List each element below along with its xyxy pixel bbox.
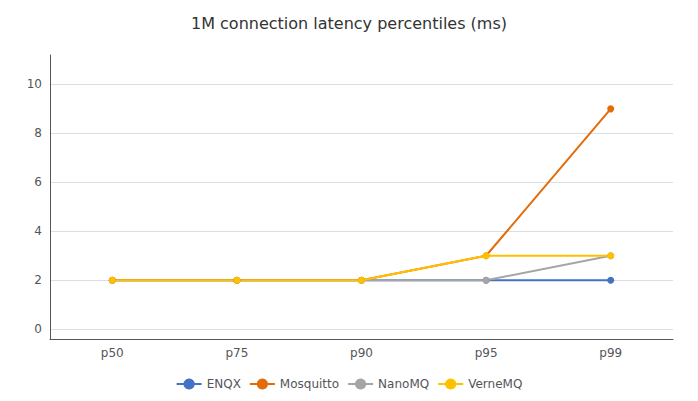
svg-text:1M connection latency percenti: 1M connection latency percentiles (ms) (191, 14, 507, 33)
svg-text:Mosquitto: Mosquitto (280, 377, 339, 391)
svg-text:6: 6 (34, 175, 42, 189)
svg-text:8: 8 (34, 126, 42, 140)
svg-text:p90: p90 (350, 346, 373, 360)
svg-text:p50: p50 (101, 346, 124, 360)
svg-text:2: 2 (34, 273, 42, 287)
svg-text:0: 0 (34, 322, 42, 336)
svg-text:10: 10 (27, 77, 42, 91)
svg-text:p95: p95 (475, 346, 498, 360)
svg-text:p75: p75 (225, 346, 248, 360)
svg-text:VerneMQ: VerneMQ (468, 377, 522, 391)
svg-text:4: 4 (34, 224, 42, 238)
svg-text:p99: p99 (599, 346, 622, 360)
svg-text:ENQX: ENQX (207, 377, 241, 391)
svg-text:NanoMQ: NanoMQ (378, 377, 429, 391)
